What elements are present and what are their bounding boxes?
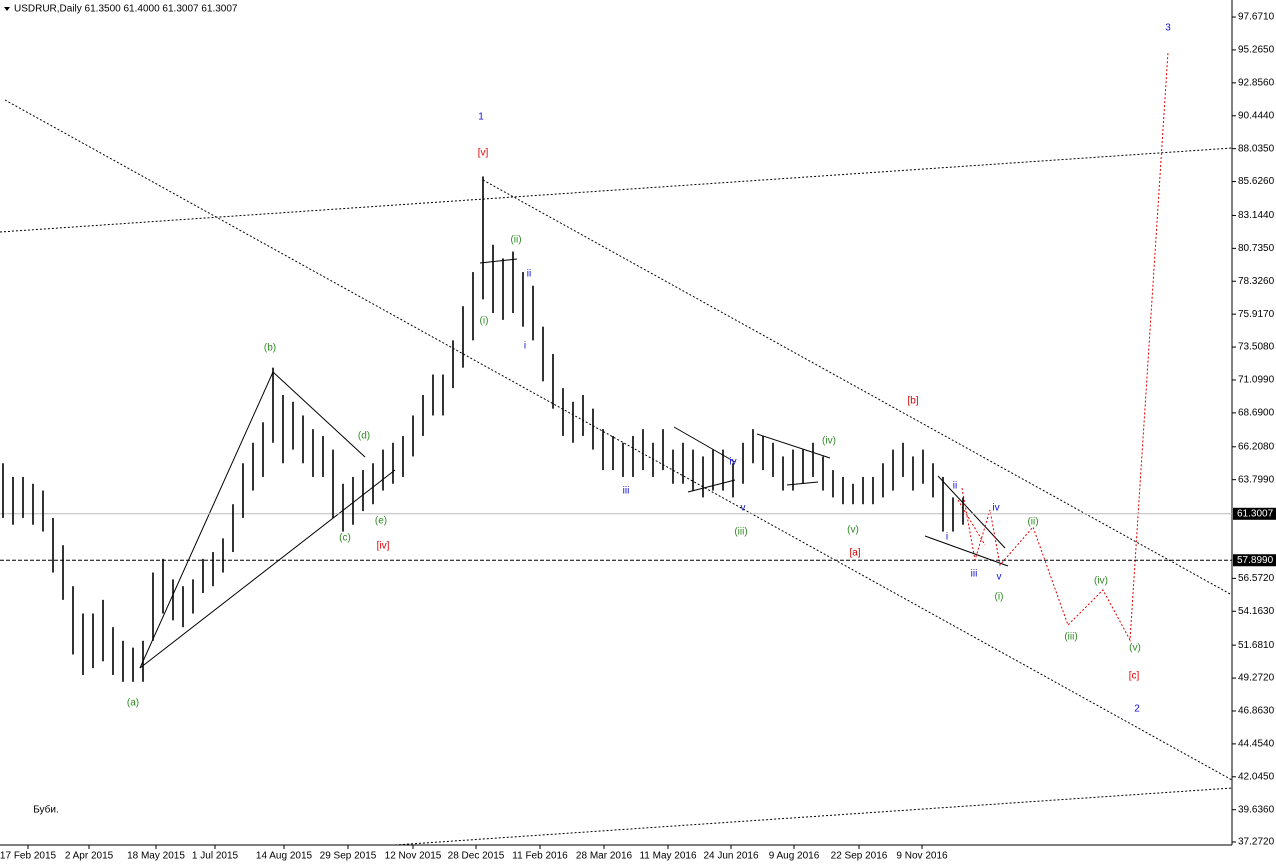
wave-label: Буби. <box>33 804 59 816</box>
level-label: 57.8990 <box>1237 555 1274 566</box>
y-tick-label: 78.3260 <box>1238 276 1275 287</box>
wave-label: (iii) <box>1064 632 1077 643</box>
wave-label: v <box>997 572 1002 583</box>
wave-label: [c] <box>1129 671 1140 682</box>
y-tick-label: 97.6710 <box>1238 12 1275 23</box>
trend-line <box>0 147 1233 233</box>
wave-label: iii <box>623 486 630 497</box>
wave-label: ii <box>953 481 957 492</box>
wave-label: iii <box>971 569 978 580</box>
y-tick-label: 51.6810 <box>1238 640 1275 651</box>
wave-label: (v) <box>1129 643 1141 654</box>
wave-label: (v) <box>847 525 859 536</box>
y-tick-label: 56.5720 <box>1238 573 1275 584</box>
wave-label: (d) <box>358 431 370 442</box>
price-label: 61.3007 <box>1237 508 1274 519</box>
wave-label: (iv) <box>822 436 836 447</box>
wave-label: ii <box>527 269 531 280</box>
x-tick-label: 17 Feb 2015 <box>0 851 57 862</box>
wave-label: (iii) <box>734 527 747 538</box>
x-tick-label: 22 Sep 2016 <box>831 851 888 862</box>
y-tick-label: 49.2720 <box>1238 673 1275 684</box>
x-tick-label: 9 Aug 2016 <box>769 851 820 862</box>
wave-line <box>756 433 831 459</box>
y-tick-label: 71.0990 <box>1238 375 1275 386</box>
x-tick-label: 1 Jul 2015 <box>192 851 239 862</box>
chart-title: USDRUR,Daily 61.3500 61.4000 61.3007 61.… <box>14 4 238 15</box>
x-tick-label: 12 Nov 2015 <box>385 851 442 862</box>
y-tick-label: 39.6360 <box>1238 804 1275 815</box>
x-tick-label: 2 Apr 2015 <box>65 851 114 862</box>
wave-line <box>272 371 366 458</box>
x-tick-label: 28 Dec 2015 <box>448 851 505 862</box>
y-tick-label: 85.6260 <box>1238 176 1275 187</box>
y-tick-label: 54.1630 <box>1238 606 1275 617</box>
wave-line <box>673 426 736 463</box>
x-tick-label: 9 Nov 2016 <box>896 851 948 862</box>
wave-label: (a) <box>127 698 139 709</box>
wave-label: (ii) <box>1027 517 1038 528</box>
wave-label: [iv] <box>377 541 390 552</box>
wave-label: v <box>741 503 746 514</box>
wave-label: (c) <box>339 533 351 544</box>
menu-arrow <box>4 7 10 11</box>
y-tick-label: 66.2080 <box>1238 441 1275 452</box>
wave-label: (e) <box>375 516 387 527</box>
wave-label: [v] <box>478 148 489 159</box>
x-tick-label: 29 Sep 2015 <box>320 851 377 862</box>
y-tick-label: 73.5080 <box>1238 342 1275 353</box>
wave-label: 3 <box>1165 23 1171 34</box>
y-tick-label: 80.7350 <box>1238 243 1275 254</box>
y-tick-label: 63.7990 <box>1238 474 1275 485</box>
y-tick-label: 90.4440 <box>1238 110 1275 121</box>
x-tick-label: 28 Mar 2016 <box>576 851 633 862</box>
wave-label: iv <box>729 457 736 468</box>
wave-label: (iv) <box>1094 576 1108 587</box>
x-tick-label: 18 May 2015 <box>127 851 185 862</box>
x-tick-label: 11 May 2016 <box>639 851 697 862</box>
x-tick-label: 24 Jun 2016 <box>703 851 758 862</box>
wave-label: (i) <box>995 592 1004 603</box>
price-box <box>1233 507 1276 520</box>
wave-label: (ii) <box>510 235 521 246</box>
wave-label: 1 <box>478 112 484 123</box>
wave-line <box>937 475 1006 549</box>
wave-line <box>924 535 1009 567</box>
level-box <box>1233 554 1276 567</box>
trend-line <box>482 179 1233 596</box>
x-tick-label: 14 Aug 2015 <box>256 851 313 862</box>
wave-label: (i) <box>480 316 489 327</box>
wave-line <box>687 479 736 493</box>
y-tick-label: 46.8630 <box>1238 706 1275 717</box>
wave-label: iv <box>992 503 999 514</box>
y-tick-label: 95.2650 <box>1238 45 1275 56</box>
y-tick-label: 68.6900 <box>1238 408 1275 419</box>
wave-label: i <box>946 532 948 543</box>
trend-line <box>4 99 1233 781</box>
wave-label: [b] <box>907 396 918 407</box>
x-tick-label: 11 Feb 2016 <box>512 851 568 862</box>
y-tick-label: 92.8560 <box>1238 77 1275 88</box>
wave-label: [a] <box>849 548 860 559</box>
wave-line <box>479 258 518 264</box>
y-tick-label: 88.0350 <box>1238 143 1275 154</box>
y-tick-label: 37.2720 <box>1238 837 1275 848</box>
wave-label: (b) <box>264 343 276 354</box>
y-tick-label: 75.9170 <box>1238 309 1275 320</box>
y-tick-label: 42.0450 <box>1238 771 1275 782</box>
y-tick-label: 44.4540 <box>1238 739 1275 750</box>
wave-label: i <box>524 341 526 352</box>
y-tick-label: 83.1440 <box>1238 210 1275 221</box>
wave-label: 2 <box>1134 704 1140 715</box>
wave-line <box>139 371 274 669</box>
